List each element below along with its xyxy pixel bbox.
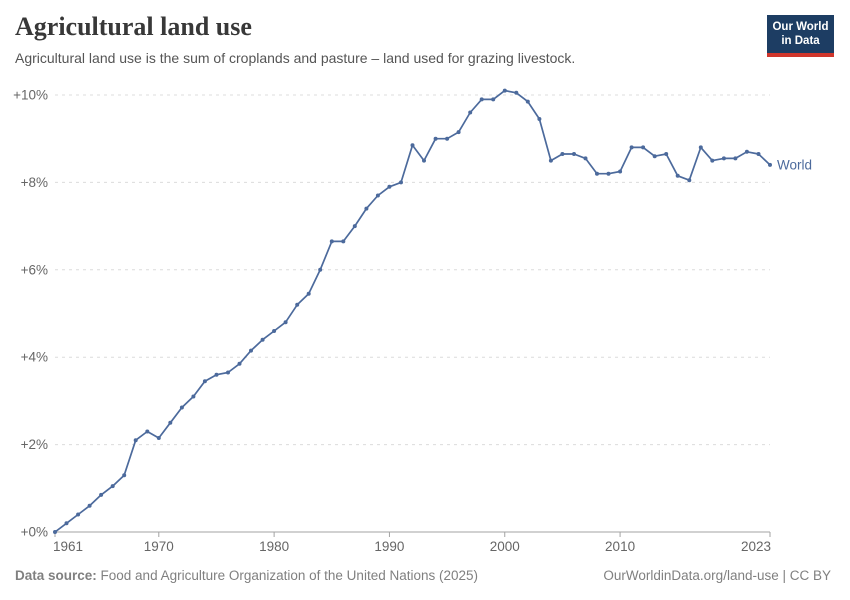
y-axis-label: +4% xyxy=(21,350,48,365)
page-title: Agricultural land use xyxy=(15,12,252,41)
data-point[interactable] xyxy=(352,224,357,229)
data-point[interactable] xyxy=(87,503,92,508)
data-point[interactable] xyxy=(122,473,127,478)
x-axis-label: 1970 xyxy=(144,539,174,554)
data-point[interactable] xyxy=(687,178,692,183)
data-point[interactable] xyxy=(698,145,703,150)
y-axis-label: +10% xyxy=(13,88,48,103)
y-axis-label: +2% xyxy=(21,437,48,452)
owid-logo[interactable]: Our World in Data xyxy=(767,15,834,57)
data-source: Data source: Food and Agriculture Organi… xyxy=(15,568,478,583)
data-point[interactable] xyxy=(756,152,761,156)
data-point[interactable] xyxy=(306,291,311,296)
chart-subtitle: Agricultural land use is the sum of crop… xyxy=(15,50,576,66)
data-point[interactable] xyxy=(145,429,150,434)
footer-citation-link[interactable]: OurWorldinData.org/land-use | CC BY xyxy=(603,568,831,583)
owid-logo-line1: Our World xyxy=(772,21,829,33)
data-point[interactable] xyxy=(364,206,369,211)
data-source-label: Data source: xyxy=(15,568,97,583)
data-point[interactable] xyxy=(583,156,588,161)
data-point[interactable] xyxy=(191,394,196,399)
data-point[interactable] xyxy=(249,348,253,353)
x-axis-label: 1980 xyxy=(259,539,289,554)
x-axis-label: 2010 xyxy=(605,539,635,554)
data-point[interactable] xyxy=(179,405,184,410)
data-point[interactable] xyxy=(341,239,346,244)
data-point[interactable] xyxy=(168,420,173,425)
data-source-text: Food and Agriculture Organization of the… xyxy=(96,568,479,583)
data-point[interactable] xyxy=(468,110,473,115)
x-axis-label: 2000 xyxy=(490,539,520,554)
data-point[interactable] xyxy=(410,143,415,148)
y-axis-label: +6% xyxy=(21,262,48,277)
data-point[interactable] xyxy=(606,171,611,176)
x-axis-label: 1990 xyxy=(374,539,404,554)
data-point[interactable] xyxy=(675,173,680,178)
series-label-world: World xyxy=(777,157,812,172)
data-point[interactable] xyxy=(641,145,646,150)
data-point[interactable] xyxy=(479,97,484,102)
data-point[interactable] xyxy=(664,152,669,156)
owid-logo-line2: in Data xyxy=(781,35,820,48)
data-point[interactable] xyxy=(214,372,219,377)
data-point[interactable] xyxy=(595,171,599,176)
data-point[interactable] xyxy=(99,492,104,497)
data-point[interactable] xyxy=(445,136,450,141)
data-point[interactable] xyxy=(525,99,530,104)
data-point[interactable] xyxy=(318,267,323,272)
data-point[interactable] xyxy=(721,156,726,161)
data-point[interactable] xyxy=(456,130,461,135)
data-point[interactable] xyxy=(387,184,392,189)
y-axis-label: +8% xyxy=(21,175,48,190)
data-point[interactable] xyxy=(629,145,634,150)
data-point[interactable] xyxy=(237,361,242,366)
data-point[interactable] xyxy=(422,158,426,163)
data-point[interactable] xyxy=(156,436,161,440)
data-point[interactable] xyxy=(710,158,715,163)
data-point[interactable] xyxy=(744,149,749,154)
line-chart: +0% +2% +4% +6% +8% +10% 1961 1970 1980 1990 2000 2… xyxy=(13,88,812,555)
data-point[interactable] xyxy=(433,136,438,141)
data-point[interactable] xyxy=(733,156,738,161)
data-point[interactable] xyxy=(375,193,380,198)
data-point[interactable] xyxy=(514,90,519,95)
data-point[interactable] xyxy=(329,239,334,244)
data-point[interactable] xyxy=(572,152,576,156)
data-point[interactable] xyxy=(399,180,403,185)
data-point[interactable] xyxy=(618,169,623,174)
world-line xyxy=(54,89,771,533)
data-point[interactable] xyxy=(64,521,69,526)
data-point[interactable] xyxy=(76,512,81,517)
data-point[interactable] xyxy=(202,379,207,384)
data-point[interactable] xyxy=(260,337,265,342)
data-point[interactable] xyxy=(272,329,277,333)
data-point[interactable] xyxy=(53,530,57,534)
x-axis-label: 2023 xyxy=(741,539,771,554)
x-axis-label: 1961 xyxy=(53,539,83,554)
data-point[interactable] xyxy=(133,438,138,443)
data-point[interactable] xyxy=(295,302,300,307)
data-point[interactable] xyxy=(110,484,115,489)
data-point[interactable] xyxy=(537,117,542,121)
data-point[interactable] xyxy=(226,370,230,375)
data-point[interactable] xyxy=(768,162,772,167)
y-axis-label: +0% xyxy=(21,525,48,540)
data-point[interactable] xyxy=(502,88,507,93)
chart-footer: Data source: Food and Agriculture Organi… xyxy=(15,568,831,583)
data-point[interactable] xyxy=(652,154,657,159)
data-point[interactable] xyxy=(548,158,553,163)
data-point[interactable] xyxy=(283,320,288,325)
data-point[interactable] xyxy=(560,152,565,156)
data-point[interactable] xyxy=(491,97,496,102)
